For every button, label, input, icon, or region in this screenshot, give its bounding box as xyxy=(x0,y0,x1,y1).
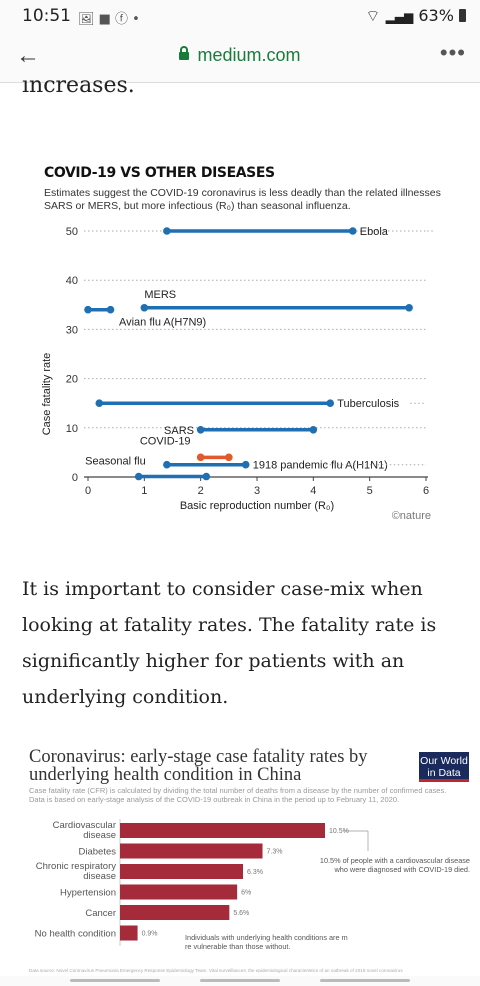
range-end-point xyxy=(225,453,233,462)
x-axis-label: Basic reproduction number (R₀) xyxy=(180,500,334,512)
bottom-scroll-indicator xyxy=(0,976,480,986)
category-label: No health condition xyxy=(35,929,116,940)
url-text: medium.com xyxy=(197,45,301,65)
range-start-point xyxy=(163,227,171,235)
bar-value-label: 6% xyxy=(241,890,251,897)
series-label: Tuberculosis xyxy=(337,398,399,410)
series-label: MERS xyxy=(144,289,176,301)
scroll-pill xyxy=(200,979,280,982)
range-start-point xyxy=(196,425,205,434)
scroll-pill xyxy=(320,979,410,982)
series-label: Seasonal flu xyxy=(85,456,146,468)
wifi-icon: ⌔ xyxy=(365,6,381,25)
chart-plot: 0 10 20 30 40 50 0 1 2 3 4 5 6 Basic reproduction num… xyxy=(41,226,433,522)
battery-level: 63% xyxy=(418,6,454,25)
nature-credit: ©nature xyxy=(392,510,431,522)
x-tick-label: 3 xyxy=(254,485,260,497)
range-start-point xyxy=(134,472,143,481)
range-start-point xyxy=(196,453,205,462)
status-time: 10:51 xyxy=(22,6,71,26)
browser-toolbar: ← medium.com ••• xyxy=(0,32,480,83)
y-axis-label: Case fatality rate xyxy=(41,353,53,436)
series-label: SARS xyxy=(164,425,194,437)
x-tick-label: 6 xyxy=(423,485,429,497)
y-tick-label: 50 xyxy=(66,226,78,238)
bar-value-label: 10.5% xyxy=(329,828,349,835)
y-tick-label: 40 xyxy=(66,275,78,287)
range-start-point xyxy=(84,305,92,314)
range-end-point xyxy=(405,303,413,312)
series-label: Ebola xyxy=(360,226,389,238)
bar xyxy=(120,864,243,879)
annotation-text: who were diagnosed with COVID-19 died. xyxy=(334,865,470,874)
lock-icon xyxy=(179,46,190,60)
status-right: ⌔ ▂▄▆ 63% xyxy=(365,6,466,26)
battery-icon xyxy=(459,9,466,22)
range-end-point xyxy=(106,305,115,314)
range-start-point xyxy=(140,303,149,312)
series-label: 1918 pandemic flu A(H1N1) xyxy=(253,460,388,472)
annotation-text: Individuals with underlying health condi… xyxy=(185,933,348,942)
x-tick-label: 4 xyxy=(310,485,316,497)
category-label: Cancer xyxy=(85,908,116,919)
chart-title: Coronavirus: early-stage case fatality r… xyxy=(29,747,368,785)
range-end-point xyxy=(348,227,357,235)
chart-subtitle: Case fatality rate (CFR) is calculated b… xyxy=(29,786,447,804)
category-label: Cardiovascular xyxy=(53,820,116,831)
category-label: Diabetes xyxy=(79,847,117,858)
bar-value-label: 0.9% xyxy=(142,931,158,938)
status-bar: 10:51 🖼 ■ ⓕ • ⌔ ▂▄▆ 63% xyxy=(0,0,480,32)
scroll-pill xyxy=(70,979,160,982)
chart-subtitle: Estimates suggest the COVID-19 coronavir… xyxy=(44,187,441,212)
data-source-note: Data source: Novel Coronavirus Pneumonia… xyxy=(29,968,403,973)
bar xyxy=(120,843,263,859)
series-label: COVID-19 xyxy=(140,435,191,447)
x-tick-label: 0 xyxy=(85,485,91,497)
bar xyxy=(120,884,238,900)
range-start-point xyxy=(163,460,171,469)
range-end-point xyxy=(241,460,250,469)
owid-logo: Our World in Data xyxy=(419,752,469,782)
back-arrow-icon[interactable]: ← xyxy=(16,42,40,69)
signal-icon: ▂▄▆ xyxy=(385,10,414,24)
category-label: Hypertension xyxy=(60,888,116,899)
bar xyxy=(120,925,138,941)
bar xyxy=(120,823,325,838)
article-text-fragment: increases. xyxy=(22,78,135,94)
covid-vs-diseases-chart: COVID-19 VS OTHER DISEASES Estimates sug… xyxy=(36,165,446,535)
chart-title: COVID-19 VS OTHER DISEASES xyxy=(44,165,275,181)
y-tick-label: 0 xyxy=(72,472,78,484)
overflow-menu-icon[interactable]: ••• xyxy=(439,40,466,65)
range-start-point xyxy=(95,399,104,407)
annotation-text: re vulnerable than those without. xyxy=(185,942,290,951)
address-bar[interactable]: medium.com xyxy=(0,45,480,66)
article-paragraph: It is important to consider case-mix whe… xyxy=(22,578,437,708)
series-label: Avian flu A(H7N9) xyxy=(119,317,206,329)
y-tick-label: 20 xyxy=(66,374,78,386)
bar-value-label: 7.3% xyxy=(267,849,283,856)
cfr-by-condition-chart: Coronavirus: early-stage case fatality r… xyxy=(25,748,473,980)
x-tick-label: 5 xyxy=(367,485,373,497)
annotation-text: 10.5% of people with a cardiovascular di… xyxy=(320,856,470,865)
y-tick-label: 30 xyxy=(66,324,78,336)
bar-value-label: 6.3% xyxy=(247,869,263,876)
range-end-point xyxy=(326,399,335,407)
y-tick-label: 10 xyxy=(66,423,78,435)
category-label: disease xyxy=(83,830,116,841)
range-end-point xyxy=(202,472,211,481)
range-end-point xyxy=(309,425,318,434)
notification-icons: 🖼 ■ ⓕ • xyxy=(78,12,140,27)
x-tick-label: 1 xyxy=(141,485,147,497)
bar-value-label: 5.6% xyxy=(233,910,249,917)
category-label: disease xyxy=(83,871,116,882)
category-label: Chronic respiratory xyxy=(36,861,116,872)
bar xyxy=(120,905,230,920)
x-tick-label: 2 xyxy=(198,485,204,497)
